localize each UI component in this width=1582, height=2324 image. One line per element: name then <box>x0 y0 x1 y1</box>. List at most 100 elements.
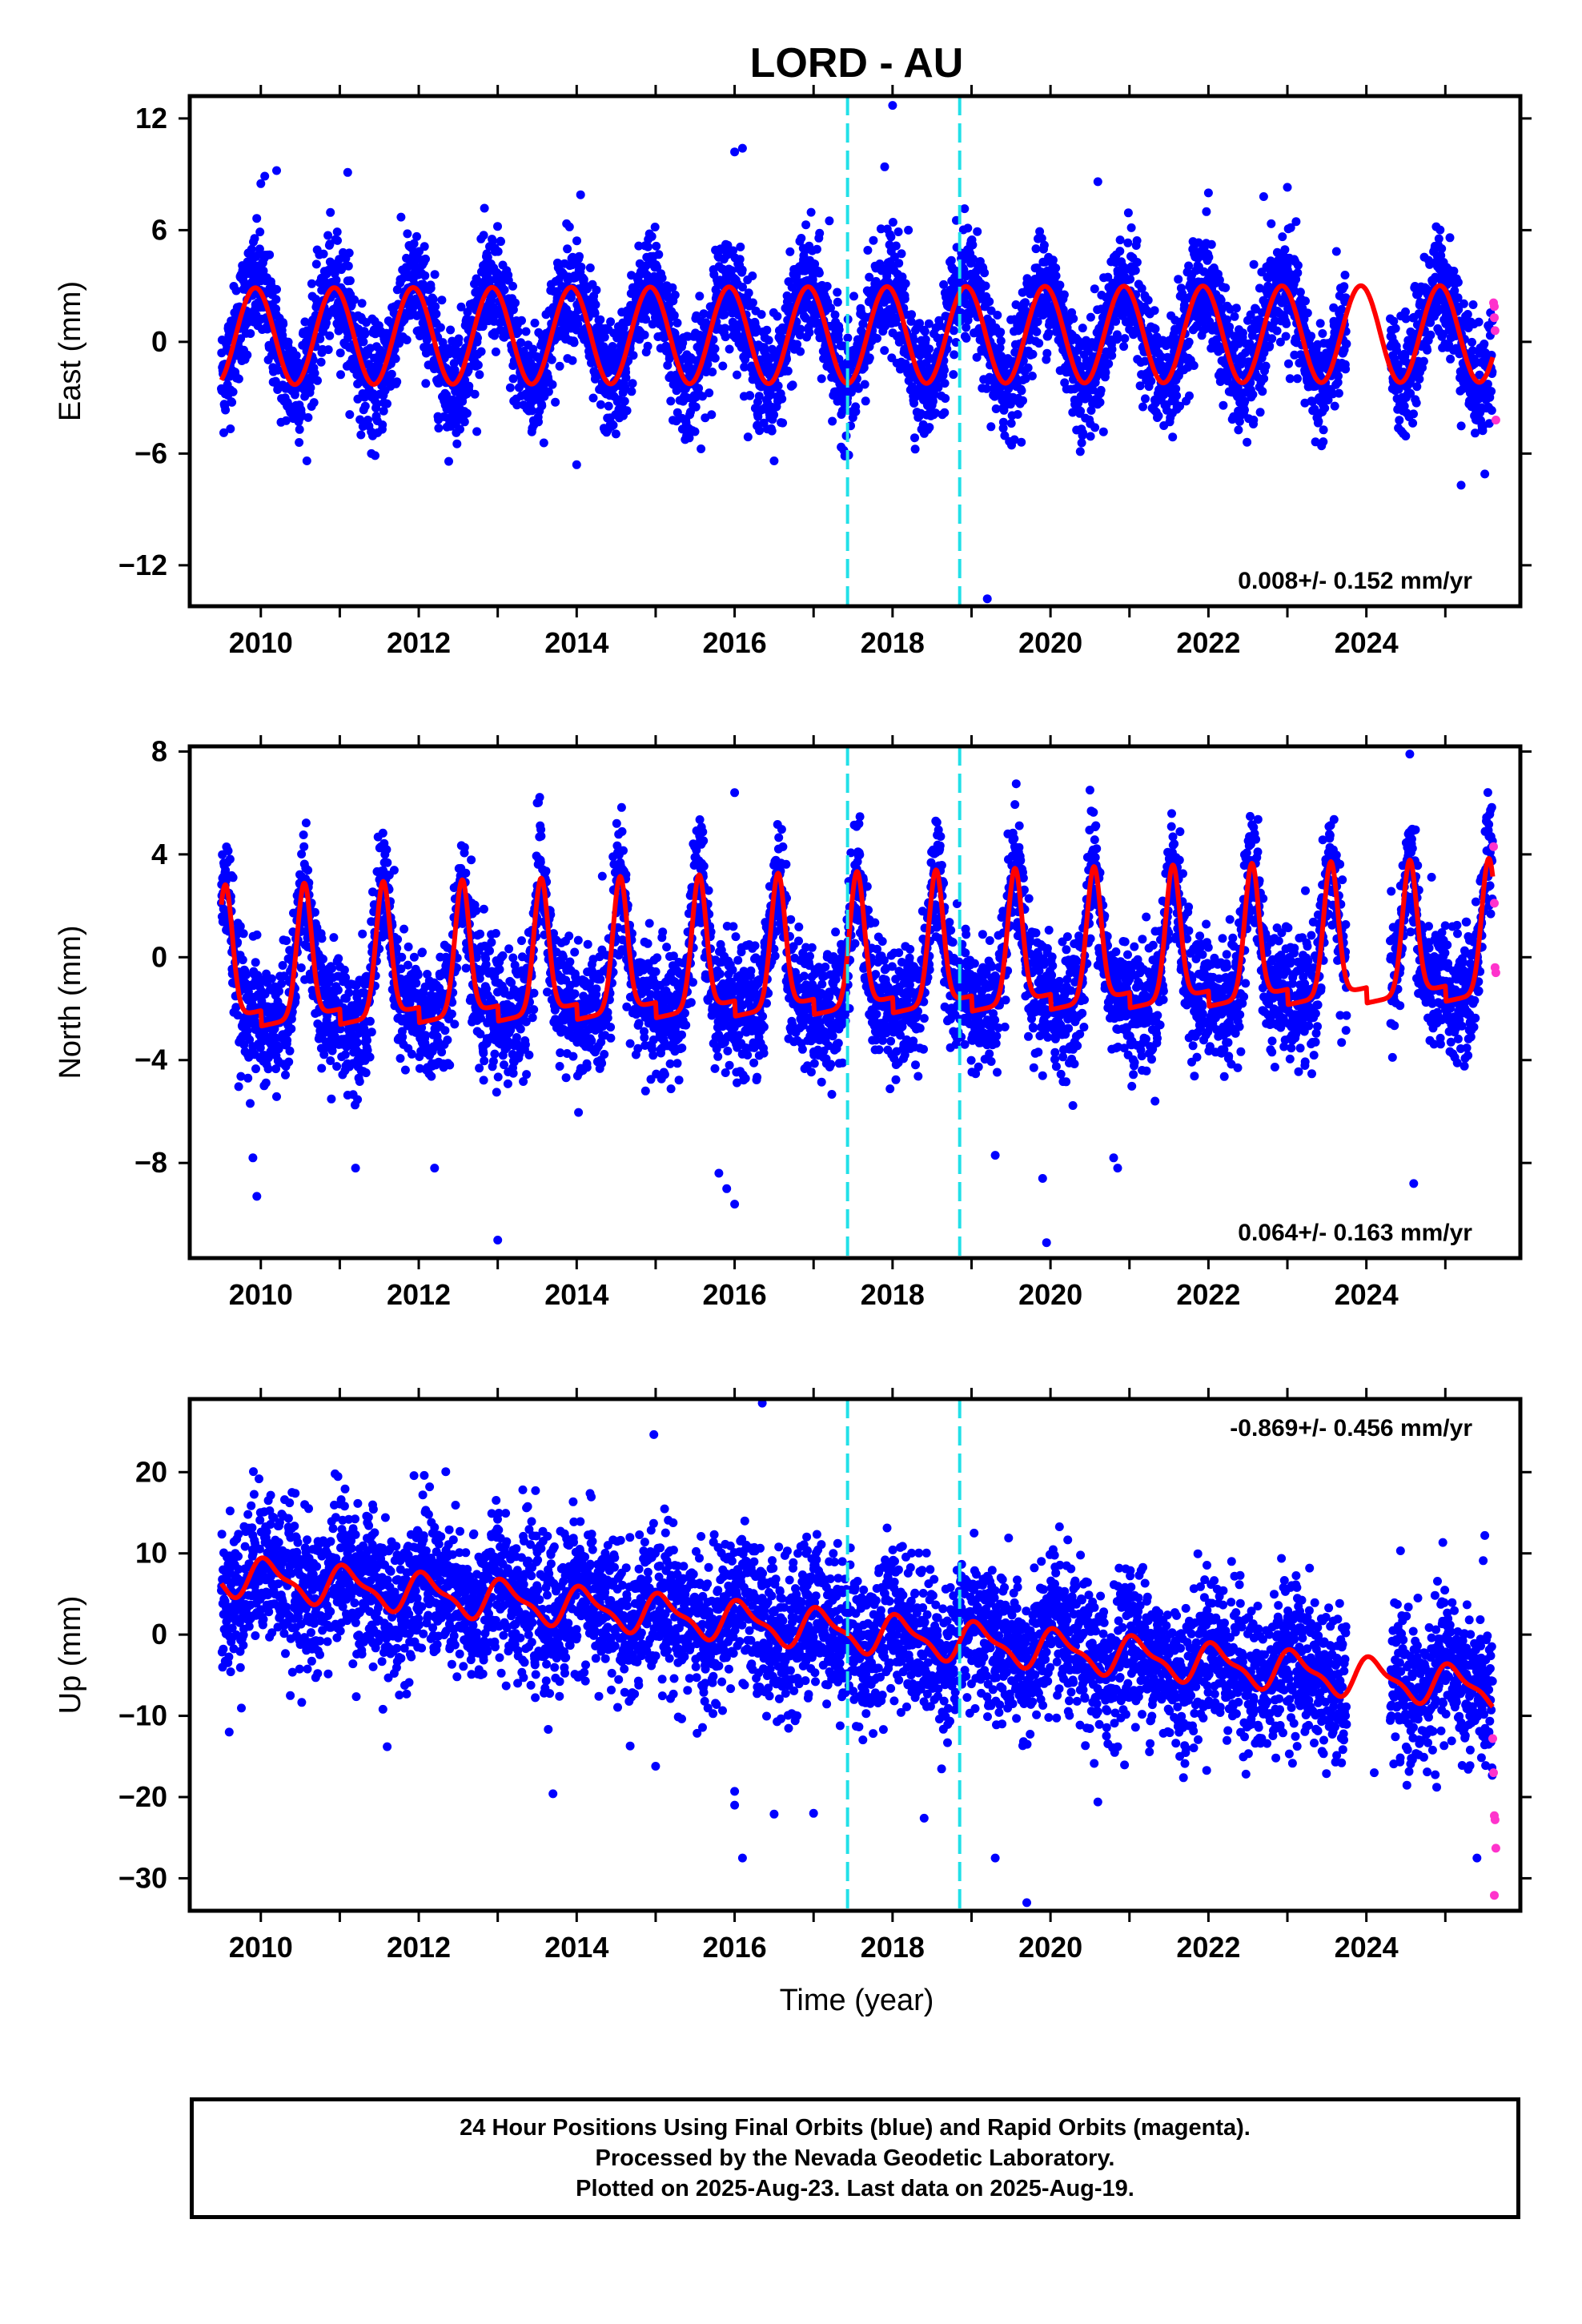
final-orbit-point <box>838 341 848 351</box>
final-orbit-point <box>1023 363 1033 372</box>
final-orbit-point <box>434 424 444 433</box>
final-orbit-point <box>551 397 560 407</box>
final-orbit-point <box>1184 337 1194 347</box>
final-orbit-point <box>231 286 241 296</box>
final-orbit-point <box>430 270 440 279</box>
final-orbit-point <box>402 263 412 273</box>
final-orbit-point <box>752 324 761 333</box>
final-orbit-point <box>1238 328 1247 338</box>
final-orbit-point <box>981 281 990 291</box>
final-orbit-point <box>843 333 853 343</box>
final-orbit-point <box>650 223 660 231</box>
final-orbit-point <box>764 336 773 345</box>
final-orbit-point <box>1086 312 1095 322</box>
final-orbit-point <box>973 227 982 236</box>
final-orbit-point <box>460 417 469 427</box>
final-orbit-point <box>740 362 749 372</box>
final-orbit-point <box>744 288 753 298</box>
final-orbit-point <box>534 417 543 427</box>
final-orbit-point <box>1445 233 1455 243</box>
final-orbit-point <box>690 427 700 436</box>
final-orbit-point <box>876 224 885 234</box>
final-orbit-point <box>279 320 288 329</box>
final-orbit-point <box>833 297 842 307</box>
final-orbit-point <box>701 368 711 376</box>
final-orbit-point <box>310 368 319 378</box>
final-orbit-point <box>449 359 459 368</box>
final-orbit-point <box>357 299 367 308</box>
final-orbit-point <box>1044 328 1054 338</box>
final-orbit-point <box>628 379 637 388</box>
final-orbit-point <box>306 383 315 392</box>
final-orbit-point <box>1395 416 1404 425</box>
final-orbit-point <box>1202 207 1211 216</box>
final-orbit-point <box>849 292 858 301</box>
final-orbit-point <box>403 229 412 239</box>
final-orbit-point <box>511 298 520 308</box>
final-orbit-point <box>426 283 436 293</box>
final-orbit-point <box>1412 382 1422 392</box>
final-orbit-point <box>833 287 842 297</box>
final-orbit-point <box>893 227 903 236</box>
final-orbit-point <box>796 347 805 356</box>
final-orbit-point <box>462 408 472 418</box>
final-orbit-point <box>1293 260 1303 270</box>
final-orbit-point <box>1314 416 1323 426</box>
final-orbit-point <box>1141 394 1150 404</box>
final-orbit-point <box>670 290 680 300</box>
final-orbit-point <box>985 297 994 307</box>
final-orbit-point <box>1221 283 1231 292</box>
final-orbit-point <box>1340 271 1350 279</box>
final-orbit-point <box>1168 432 1178 442</box>
final-orbit-point <box>530 318 540 328</box>
final-orbit-point <box>900 294 909 304</box>
final-orbit-point <box>673 318 682 328</box>
final-orbit-point <box>512 400 522 410</box>
final-orbit-point <box>949 370 958 380</box>
final-orbit-point <box>325 331 335 340</box>
final-orbit-point <box>383 399 391 408</box>
final-orbit-point <box>1154 411 1163 420</box>
final-orbit-point <box>754 392 764 401</box>
final-orbit-point <box>950 350 959 360</box>
final-orbit-point <box>537 401 547 411</box>
final-orbit-point <box>508 281 517 291</box>
final-orbit-point <box>528 344 538 354</box>
final-orbit-point <box>858 319 868 328</box>
final-orbit-point <box>379 406 388 416</box>
final-orbit-point <box>705 388 714 398</box>
final-orbit-point <box>420 271 430 280</box>
final-orbit-point <box>378 420 387 429</box>
final-orbit-point <box>723 240 733 250</box>
final-orbit-point <box>1230 312 1239 321</box>
final-orbit-point <box>350 295 359 304</box>
final-orbit-point <box>1146 376 1156 386</box>
final-orbit-point <box>573 314 583 324</box>
final-orbit-point <box>528 406 537 416</box>
final-orbit-point <box>796 324 805 334</box>
final-orbit-point <box>1231 304 1241 313</box>
final-orbit-point <box>1013 410 1022 419</box>
final-orbit-point <box>1150 306 1159 316</box>
final-orbit-point <box>291 351 301 360</box>
final-orbit-point <box>663 360 673 370</box>
final-orbit-point <box>514 327 523 336</box>
final-orbit-point <box>1249 416 1259 424</box>
final-orbit-point <box>344 248 354 258</box>
final-orbit-point <box>1267 334 1277 344</box>
final-orbit-point <box>1330 401 1339 411</box>
final-orbit-point <box>814 268 824 278</box>
final-orbit-point <box>246 329 255 338</box>
final-orbit-point <box>596 400 605 409</box>
final-orbit-point <box>1409 409 1418 419</box>
final-orbit-point <box>505 383 515 392</box>
final-orbit-point <box>355 415 365 424</box>
final-orbit-point <box>454 334 464 344</box>
final-orbit-point <box>1021 298 1030 308</box>
final-orbit-point <box>1463 310 1472 319</box>
final-orbit-point <box>359 337 368 347</box>
final-orbit-point <box>710 353 720 363</box>
final-orbit-point <box>1185 391 1194 400</box>
final-orbit-point <box>1119 342 1129 352</box>
